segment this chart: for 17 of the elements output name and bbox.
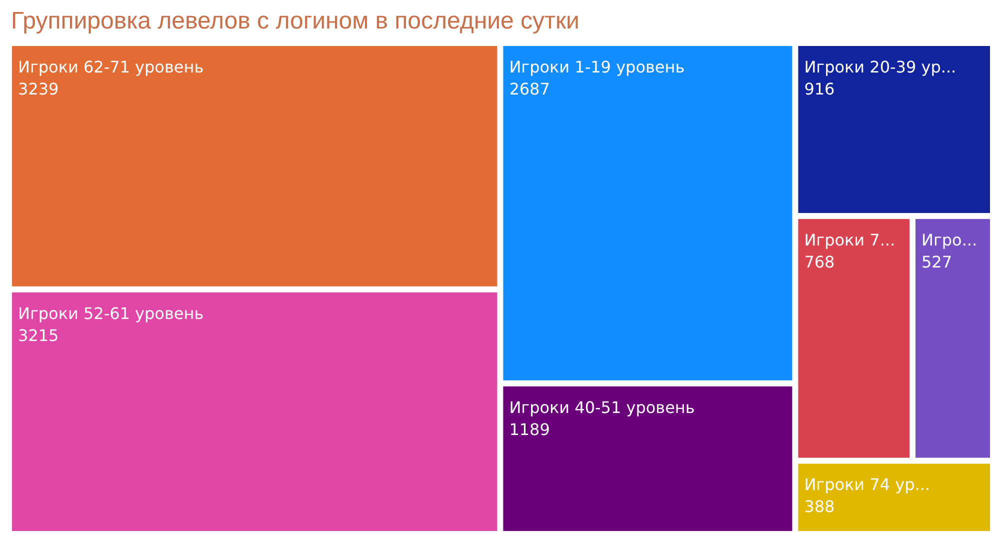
text: Группировка левелов с логином в последние сутки: [11, 8, 580, 34]
data-label: 527: [922, 252, 952, 272]
data-label: 916: [804, 80, 835, 98]
category-label: Игроки 74 ур...: [804, 475, 930, 494]
category-label: Игроки 40-51 уровень: [509, 398, 695, 417]
category-label: Игроки 1-19 уровень: [509, 58, 685, 76]
category-label: Игроки 52-61 уровень: [18, 304, 204, 323]
data-label: 768: [804, 252, 835, 272]
category-label: Игроки 62-71 уровень: [18, 58, 204, 76]
data-label: 388: [804, 497, 835, 516]
category-label: Игроки 20-39 ур...: [804, 58, 956, 76]
category-label: Игроки 7...: [804, 230, 896, 250]
category-label: Игро...: [922, 230, 978, 250]
data-label: 3239: [18, 80, 59, 98]
data-label: 1189: [509, 420, 550, 439]
data-label: 3215: [18, 326, 59, 345]
data-label: 2687: [509, 80, 550, 98]
